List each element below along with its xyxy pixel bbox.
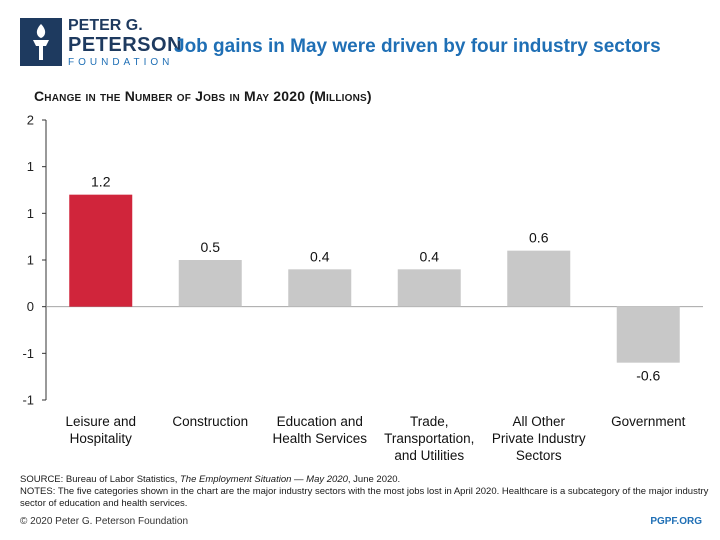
brand-line3: FOUNDATION: [68, 57, 174, 68]
y-tick-label: 0: [27, 299, 34, 314]
category-label: Hospitality: [70, 431, 133, 446]
bar: [178, 260, 242, 307]
headline: Job gains in May were driven by four ind…: [174, 36, 661, 57]
y-tick-label: -1: [22, 393, 34, 408]
category-label: and Utilities: [394, 448, 464, 463]
y-tick-label: 1: [27, 253, 34, 268]
y-tick-label: 1: [27, 159, 34, 174]
torch-icon: [20, 18, 62, 66]
data-label: 0.4: [420, 248, 440, 264]
brand-line1: PETER G.: [68, 17, 143, 34]
bar: [616, 306, 680, 363]
category-label: Trade,: [410, 414, 449, 429]
category-label: Transportation,: [384, 431, 474, 446]
footer-notes: SOURCE: Bureau of Labor Statistics, The …: [20, 474, 710, 510]
data-label: 1.2: [91, 174, 111, 190]
data-label: -0.6: [636, 368, 660, 384]
header: PETER G. PETERSON FOUNDATION Job gains i…: [20, 14, 710, 74]
category-label: Private Industry: [492, 431, 586, 446]
category-label: Sectors: [516, 448, 562, 463]
category-label: All Other: [512, 414, 565, 429]
chart-title: Change in the Number of Jobs in May 2020…: [34, 88, 372, 104]
category-label: Construction: [172, 414, 248, 429]
bar: [507, 250, 571, 307]
bar: [69, 194, 133, 307]
bar: [288, 269, 352, 307]
bar: [397, 269, 461, 307]
copyright: © 2020 Peter G. Peterson Foundation: [20, 516, 189, 527]
y-tick-label: 1: [27, 206, 34, 221]
site-link[interactable]: PGPF.ORG: [650, 516, 702, 527]
notes-line: NOTES: The five categories shown in the …: [20, 486, 709, 509]
brand-name: PETER G. PETERSON FOUNDATION: [68, 18, 182, 68]
brand-line2: PETERSON: [68, 34, 183, 56]
y-tick-label: -1: [22, 346, 34, 361]
category-label: Education and: [277, 414, 363, 429]
data-label: 0.4: [310, 248, 330, 264]
category-label: Leisure and: [65, 414, 136, 429]
category-label: Health Services: [272, 431, 367, 446]
category-label: Government: [611, 414, 686, 429]
y-tick-label: 2: [27, 113, 34, 128]
data-label: 0.5: [201, 239, 221, 255]
source-line: SOURCE: Bureau of Labor Statistics, The …: [20, 474, 401, 485]
data-label: 0.6: [529, 230, 549, 246]
bar-chart: -1 -1 0 1 1 1 2 1.2 Leisure and Hospitality 0.5 Con…: [22, 113, 703, 463]
